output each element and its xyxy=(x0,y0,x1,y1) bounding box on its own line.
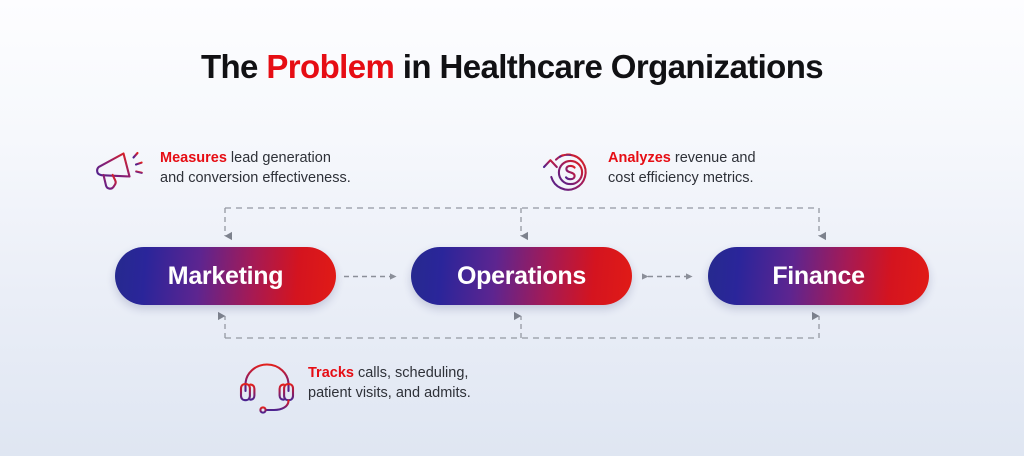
callout-operations-line1: calls, scheduling, xyxy=(353,365,469,381)
node-operations-label: Operations xyxy=(457,261,586,290)
callout-marketing: Measures lead generation and conversion … xyxy=(90,143,351,201)
callout-marketing-text: Measures lead generation and conversion … xyxy=(160,143,351,188)
connector-top-bracket xyxy=(224,207,826,241)
node-finance[interactable]: Finance xyxy=(708,247,929,305)
page-title: The Problem in Healthcare Organizations xyxy=(0,48,1024,86)
dollar-refresh-icon xyxy=(538,143,596,201)
callout-marketing-line1: lead generation xyxy=(226,150,331,166)
headset-icon xyxy=(238,358,296,416)
callout-finance-line1: revenue and xyxy=(670,150,756,166)
callout-operations-line2: patient visits, and admits. xyxy=(308,385,471,401)
callout-finance-text: Analyzes revenue and cost efficiency met… xyxy=(608,143,756,188)
megaphone-icon xyxy=(90,143,148,201)
callout-finance-lead: Analyzes xyxy=(608,150,671,166)
node-operations[interactable]: Operations xyxy=(411,247,632,305)
callout-finance-line2: cost efficiency metrics. xyxy=(608,170,754,186)
node-marketing-label: Marketing xyxy=(167,261,284,290)
node-finance-label: Finance xyxy=(772,261,865,290)
callout-finance: Analyzes revenue and cost efficiency met… xyxy=(538,143,756,201)
connector-bottom-bracket xyxy=(218,311,820,339)
title-text-before: The xyxy=(200,48,267,85)
title-text-after: in Healthcare Organizations xyxy=(394,48,824,85)
callout-marketing-lead: Measures xyxy=(160,150,227,166)
title-accent-word: Problem xyxy=(266,48,395,85)
callout-operations-lead: Tracks xyxy=(308,365,354,381)
callout-marketing-line2: and conversion effectiveness. xyxy=(160,170,351,186)
node-marketing[interactable]: Marketing xyxy=(115,247,336,305)
callout-operations-text: Tracks calls, scheduling, patient visits… xyxy=(308,358,471,403)
callout-operations: Tracks calls, scheduling, patient visits… xyxy=(238,358,471,416)
